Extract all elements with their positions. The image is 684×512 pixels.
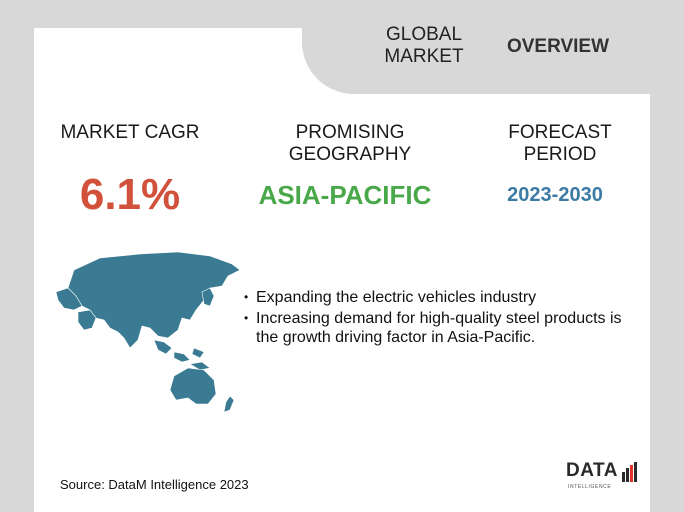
geography-label: PROMISING GEOGRAPHY — [288, 122, 412, 165]
forecast-value: 2023-2030 — [507, 184, 603, 206]
geography-value: ASIA-PACIFIC — [258, 180, 432, 210]
datam-logo: DATA INTELLIGENCE — [566, 460, 640, 494]
header-overview: OVERVIEW — [506, 36, 610, 57]
cagr-label: MARKET CAGR — [60, 122, 200, 143]
logo-wordmark: DATA — [566, 460, 618, 481]
bullet-item: Expanding the electric vehicles industry — [244, 288, 624, 307]
cagr-value: 6.1% — [79, 170, 181, 219]
forecast-label: FORECAST PERIOD — [508, 122, 612, 165]
bullet-item: Increasing demand for high-quality steel… — [244, 309, 624, 347]
bullet-list: Expanding the electric vehicles industry… — [244, 288, 624, 349]
logo-subtitle: INTELLIGENCE — [568, 484, 612, 490]
bar-chart-icon — [622, 462, 637, 482]
source-text: Source: DataM Intelligence 2023 — [60, 477, 249, 492]
asia-pacific-map-icon — [55, 251, 241, 413]
header-tab — [302, 0, 684, 94]
header-global-market: GLOBAL MARKET — [384, 24, 464, 67]
